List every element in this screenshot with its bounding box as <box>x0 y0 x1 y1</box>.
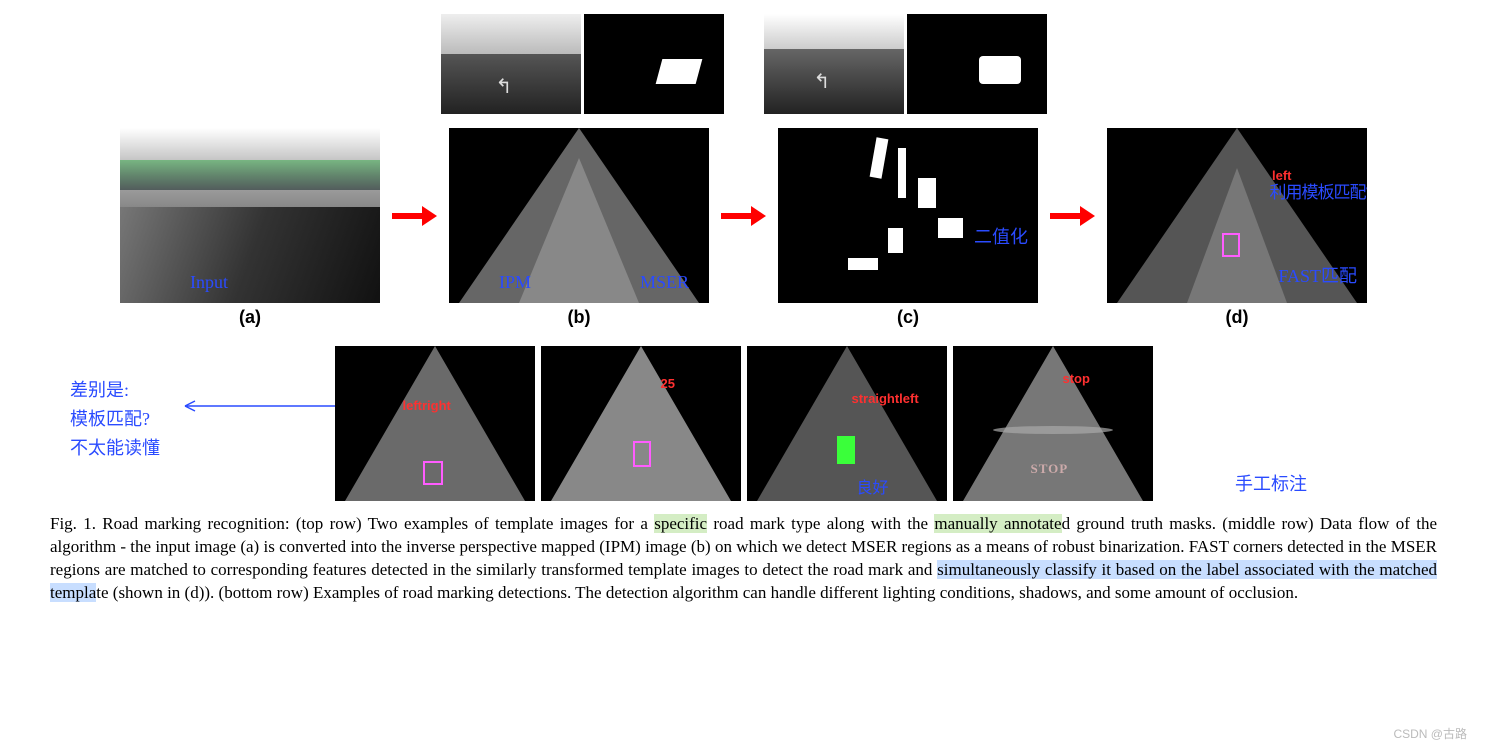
cap-prefix: Fig. 1. Road marking recognition: (top r… <box>50 514 654 533</box>
side-note-l2: 模板匹配? <box>70 405 160 434</box>
watermark: CSDN @古路 <box>1393 725 1467 742</box>
panel-a: Input <box>120 128 380 303</box>
label-a: (a) <box>120 307 380 328</box>
side-note-l1: 差别是: <box>70 376 160 405</box>
cap-suffix: te (shown in (d)). (bottom row) Examples… <box>96 583 1298 602</box>
template-image-2: ↰ <box>764 14 904 114</box>
top-row: ↰ ↰ <box>441 14 1047 114</box>
detection-2: 25 <box>541 346 741 501</box>
cap-hl2: manually annotate <box>934 514 1061 533</box>
annot-manual: 手工标注 <box>1235 470 1307 496</box>
panel-b: IPM MSER <box>449 128 709 303</box>
cap-mid1: road mark type along with the <box>707 514 934 533</box>
label-d: (d) <box>1107 307 1367 328</box>
red-label-25: 25 <box>661 376 675 391</box>
sublabel-row: (a) (b) (c) (d) <box>50 307 1437 328</box>
red-label-left: left <box>1272 168 1292 183</box>
red-label-leftright: leftright <box>403 398 451 413</box>
template-pair-1: ↰ <box>441 14 724 114</box>
template-mask-1 <box>584 14 724 114</box>
cap-hl1: specific <box>654 514 707 533</box>
template-image-1: ↰ <box>441 14 581 114</box>
side-note-left: 差别是: 模板匹配? 不太能读懂 <box>70 376 160 462</box>
panel-d: left 利用模板匹配? FAST匹配 <box>1107 128 1367 303</box>
label-b: (b) <box>449 307 709 328</box>
red-label-straightleft: straightleft <box>852 391 919 406</box>
template-pair-2: ↰ <box>764 14 1047 114</box>
label-c: (c) <box>778 307 1038 328</box>
detection-1: leftright <box>335 346 535 501</box>
figure-caption: Fig. 1. Road marking recognition: (top r… <box>50 513 1437 605</box>
bottom-row: 差别是: 模板匹配? 不太能读懂 leftright 25 straightle… <box>50 346 1437 501</box>
detection-4: stop STOP <box>953 346 1153 501</box>
middle-row: Input IPM MSER 二值化 <box>120 128 1367 303</box>
figure-1: ↰ ↰ Input <box>50 10 1437 622</box>
side-note-l3: 不太能读懂 <box>70 434 160 463</box>
red-label-stop: stop <box>1063 371 1090 386</box>
arrow-2 <box>713 201 774 231</box>
panel-c: 二值化 <box>778 128 1038 303</box>
detection-3: straightleft 良好 <box>747 346 947 501</box>
arrow-3 <box>1042 201 1103 231</box>
side-arrow <box>180 396 335 416</box>
arrow-1 <box>384 201 445 231</box>
annot-binarize: 二值化 <box>974 223 1028 249</box>
template-mask-2 <box>907 14 1047 114</box>
